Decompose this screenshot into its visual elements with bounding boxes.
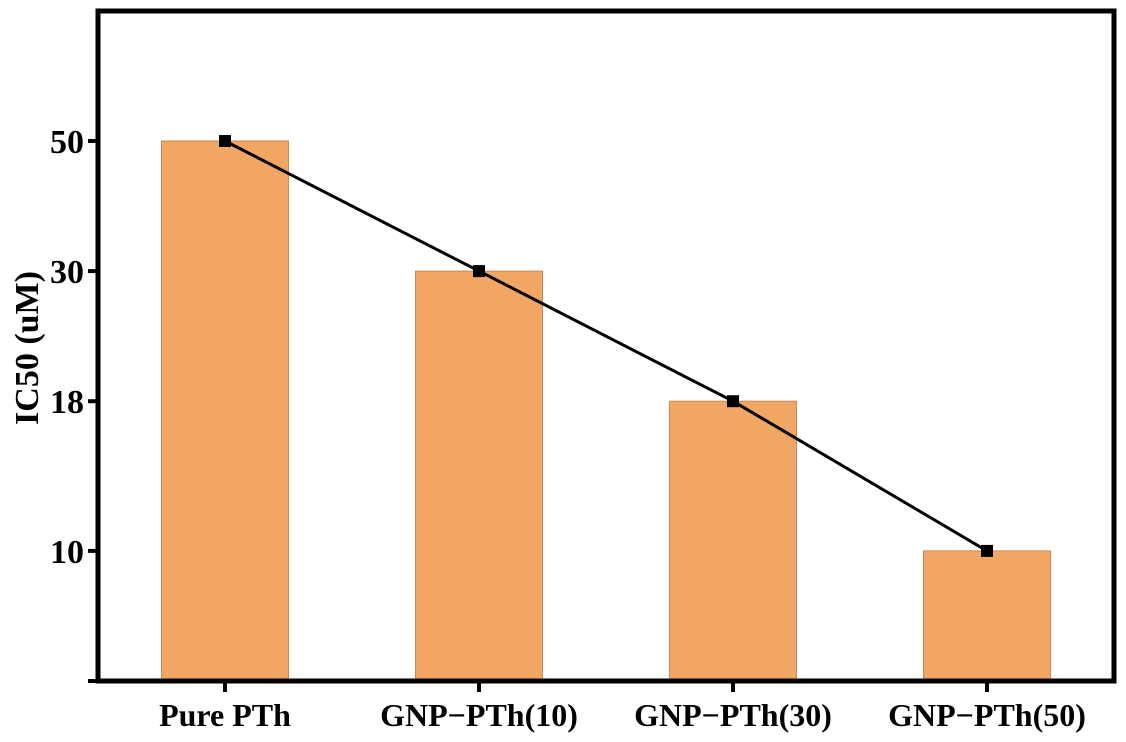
line-layer <box>219 134 993 557</box>
bar-1 <box>415 270 543 682</box>
y-tick-label: 30 <box>50 254 84 291</box>
series-line <box>224 139 988 553</box>
bar-0 <box>161 140 289 682</box>
point-0 <box>219 134 231 147</box>
bar-3 <box>923 550 1051 682</box>
x-tick-label: Pure PTh <box>159 697 291 733</box>
bars-layer <box>161 140 1051 682</box>
y-axis-title: IC50 (uM) <box>9 271 46 425</box>
point-2 <box>727 395 739 408</box>
y-tick-label: 10 <box>50 534 84 571</box>
x-tick-label: GNP−PTh(10) <box>380 697 578 733</box>
point-1 <box>473 265 485 278</box>
y-tick-label: 50 <box>50 124 84 161</box>
x-axis: Pure PTh GNP−PTh(10) GNP−PTh(30) GNP−PTh(50… <box>159 681 1086 733</box>
plot-frame <box>95 8 1117 684</box>
x-tick-label: GNP−PTh(30) <box>634 697 832 733</box>
y-tick-label: 18 <box>50 384 84 421</box>
point-3 <box>981 544 993 557</box>
x-tick-label: GNP−PTh(50) <box>888 697 1086 733</box>
bar-2 <box>669 400 797 682</box>
y-axis: 10 18 30 50 <box>50 124 98 683</box>
